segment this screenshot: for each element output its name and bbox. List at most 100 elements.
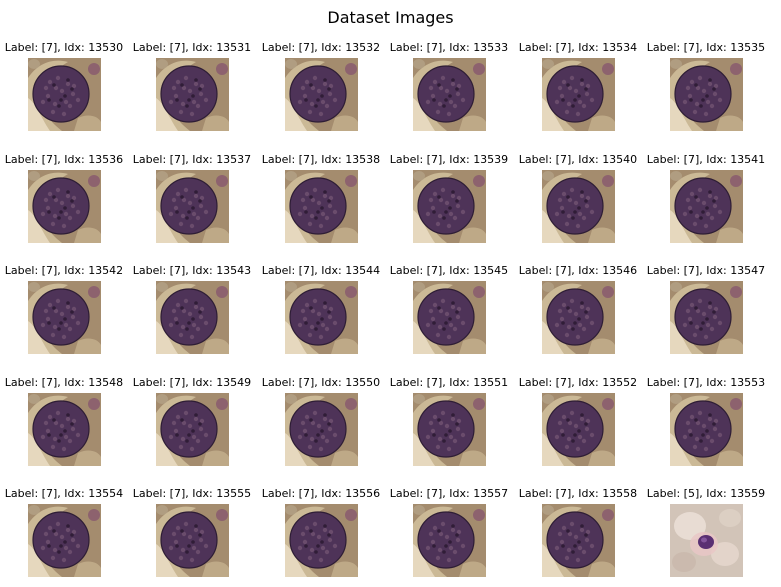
sample-image-graphic: [28, 281, 101, 354]
tile-caption: Label: [7], Idx: 13539: [389, 153, 509, 166]
image-tile: Label: [7], Idx: 13548: [0, 376, 128, 476]
tile-caption: Label: [7], Idx: 13550: [261, 376, 381, 389]
image-tile: Label: [7], Idx: 13534: [514, 41, 642, 141]
tile-caption: Label: [7], Idx: 13557: [389, 487, 509, 500]
tile-caption: Label: [7], Idx: 13546: [518, 264, 638, 277]
tile-caption: Label: [7], Idx: 13544: [261, 264, 381, 277]
image-tile: Label: [5], Idx: 13559: [642, 487, 770, 587]
image-tile: Label: [7], Idx: 13544: [257, 264, 385, 364]
sample-image: [542, 170, 615, 243]
tile-caption: Label: [7], Idx: 13555: [132, 487, 252, 500]
sample-image-graphic: [285, 281, 358, 354]
image-tile: Label: [7], Idx: 13546: [514, 264, 642, 364]
sample-image-graphic: [28, 393, 101, 466]
sample-image: [28, 504, 101, 577]
sample-image-graphic: [670, 393, 743, 466]
sample-image: [285, 170, 358, 243]
image-tile: Label: [7], Idx: 13553: [642, 376, 770, 476]
sample-image-graphic: [285, 393, 358, 466]
sample-image: [156, 393, 229, 466]
sample-image: [156, 281, 229, 354]
sample-image-graphic: [156, 393, 229, 466]
image-tile: Label: [7], Idx: 13538: [257, 153, 385, 253]
sample-image: [670, 170, 743, 243]
sample-image-graphic: [28, 504, 101, 577]
image-tile: Label: [7], Idx: 13550: [257, 376, 385, 476]
image-tile: Label: [7], Idx: 13551: [385, 376, 513, 476]
image-tile: Label: [7], Idx: 13557: [385, 487, 513, 587]
tile-caption: Label: [7], Idx: 13538: [261, 153, 381, 166]
sample-image-graphic: [542, 504, 615, 577]
sample-image-graphic: [542, 281, 615, 354]
sample-image: [156, 58, 229, 131]
sample-image: [670, 58, 743, 131]
tile-caption: Label: [7], Idx: 13530: [4, 41, 124, 54]
tile-caption: Label: [7], Idx: 13553: [646, 376, 766, 389]
sample-image-graphic: [542, 393, 615, 466]
sample-image: [28, 58, 101, 131]
tile-caption: Label: [7], Idx: 13551: [389, 376, 509, 389]
image-tile: Label: [7], Idx: 13558: [514, 487, 642, 587]
image-tile: Label: [7], Idx: 13536: [0, 153, 128, 253]
sample-image: [413, 393, 486, 466]
tile-caption: Label: [7], Idx: 13545: [389, 264, 509, 277]
image-tile: Label: [7], Idx: 13549: [128, 376, 256, 476]
sample-image-graphic: [670, 170, 743, 243]
sample-image: [542, 281, 615, 354]
image-tile: Label: [7], Idx: 13555: [128, 487, 256, 587]
sample-image-graphic: [285, 504, 358, 577]
sample-image-graphic: [285, 58, 358, 131]
tile-caption: Label: [7], Idx: 13558: [518, 487, 638, 500]
tile-caption: Label: [7], Idx: 13534: [518, 41, 638, 54]
sample-image-graphic: [285, 170, 358, 243]
tile-caption: Label: [7], Idx: 13543: [132, 264, 252, 277]
sample-image-graphic: [542, 58, 615, 131]
sample-image: [28, 170, 101, 243]
tile-caption: Label: [7], Idx: 13540: [518, 153, 638, 166]
tile-caption: Label: [7], Idx: 13552: [518, 376, 638, 389]
image-tile: Label: [7], Idx: 13533: [385, 41, 513, 141]
image-tile: Label: [7], Idx: 13535: [642, 41, 770, 141]
image-tile: Label: [7], Idx: 13530: [0, 41, 128, 141]
sample-image-graphic: [413, 504, 486, 577]
sample-image: [670, 504, 743, 577]
tile-caption: Label: [7], Idx: 13541: [646, 153, 766, 166]
sample-image: [413, 58, 486, 131]
sample-image-graphic: [670, 281, 743, 354]
sample-image-graphic: [542, 170, 615, 243]
image-tile: Label: [7], Idx: 13556: [257, 487, 385, 587]
tile-caption: Label: [7], Idx: 13535: [646, 41, 766, 54]
tile-caption: Label: [7], Idx: 13536: [4, 153, 124, 166]
sample-image: [670, 281, 743, 354]
sample-image: [285, 393, 358, 466]
sample-image: [28, 281, 101, 354]
sample-image-graphic: [156, 58, 229, 131]
sample-image-graphic: [28, 58, 101, 131]
sample-image: [413, 170, 486, 243]
sample-image: [285, 58, 358, 131]
image-tile: Label: [7], Idx: 13531: [128, 41, 256, 141]
image-tile: Label: [7], Idx: 13532: [257, 41, 385, 141]
image-tile: Label: [7], Idx: 13540: [514, 153, 642, 253]
tile-caption: Label: [5], Idx: 13559: [646, 487, 766, 500]
sample-image-graphic: [156, 504, 229, 577]
image-tile: Label: [7], Idx: 13554: [0, 487, 128, 587]
sample-image-graphic: [156, 281, 229, 354]
sample-image-graphic: [670, 504, 743, 577]
image-tile: Label: [7], Idx: 13537: [128, 153, 256, 253]
tile-caption: Label: [7], Idx: 13531: [132, 41, 252, 54]
sample-image: [285, 504, 358, 577]
sample-image-graphic: [413, 393, 486, 466]
tile-caption: Label: [7], Idx: 13537: [132, 153, 252, 166]
image-tile: Label: [7], Idx: 13542: [0, 264, 128, 364]
tile-caption: Label: [7], Idx: 13556: [261, 487, 381, 500]
tile-caption: Label: [7], Idx: 13532: [261, 41, 381, 54]
sample-image: [542, 393, 615, 466]
sample-image-graphic: [413, 58, 486, 131]
image-tile: Label: [7], Idx: 13545: [385, 264, 513, 364]
tile-caption: Label: [7], Idx: 13554: [4, 487, 124, 500]
sample-image-graphic: [413, 281, 486, 354]
sample-image: [542, 58, 615, 131]
figure-title: Dataset Images: [327, 8, 454, 27]
sample-image: [542, 504, 615, 577]
